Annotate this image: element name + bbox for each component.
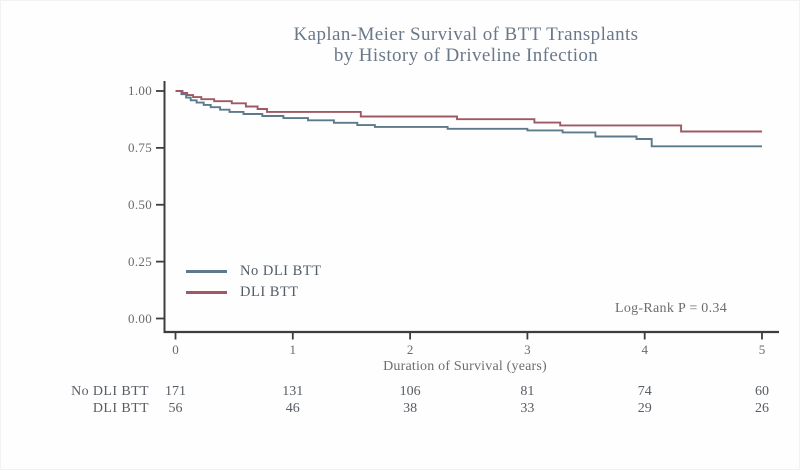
x-tick-label: 2 (406, 342, 414, 357)
y-tick-label: 0.25 (128, 253, 152, 269)
risk-count: 29 (637, 400, 652, 416)
y-tick-label: 0.00 (128, 310, 152, 326)
y-tick-label: 0.75 (128, 139, 152, 155)
legend-line-swatch-no-dli (186, 270, 227, 273)
risk-count: 60 (755, 384, 769, 399)
chart-title-line2: by History of Driveline Infection (333, 45, 599, 66)
risk-row-label-no-dli: No DLI BTT (71, 384, 149, 399)
x-tick-label: 4 (641, 342, 648, 357)
log-rank-annotation: Log-Rank P = 0.34 (614, 301, 728, 316)
x-tick-label: 1 (289, 342, 297, 357)
risk-count: 38 (403, 400, 418, 416)
x-tick-label: 5 (758, 342, 766, 357)
risk-count: 33 (520, 400, 535, 416)
risk-count: 171 (165, 384, 186, 399)
km-curve-no-dli-btt (175, 90, 762, 148)
legend: No DLI BTT DLI BTT (186, 261, 322, 303)
km-curve-dli-btt (175, 90, 762, 133)
risk-count: 56 (168, 400, 183, 416)
chart-title: Kaplan-Meier Survival of BTT Transplants… (166, 24, 766, 66)
legend-item-no-dli-btt: No DLI BTT (186, 261, 322, 282)
x-tick-label: 3 (524, 342, 531, 357)
y-tick-label: 0.50 (128, 196, 152, 212)
legend-item-dli-btt: DLI BTT (186, 282, 322, 303)
risk-count: 131 (282, 384, 304, 399)
risk-count: 106 (399, 384, 421, 399)
chart-title-line1: Kaplan-Meier Survival of BTT Transplants (293, 24, 639, 45)
risk-count: 26 (755, 400, 769, 416)
x-axis-title: Duration of Survival (years) (383, 359, 547, 374)
legend-line-swatch-dli (186, 291, 227, 294)
risk-count: 81 (520, 384, 535, 399)
risk-count: 46 (285, 400, 300, 416)
legend-label-no-dli: No DLI BTT (240, 263, 322, 279)
legend-label-dli: DLI BTT (240, 284, 299, 300)
risk-count: 74 (637, 384, 652, 399)
risk-row-label-dli: DLI BTT (92, 400, 149, 416)
y-tick-label: 1.00 (128, 83, 152, 98)
x-tick-label: 0 (172, 342, 179, 357)
